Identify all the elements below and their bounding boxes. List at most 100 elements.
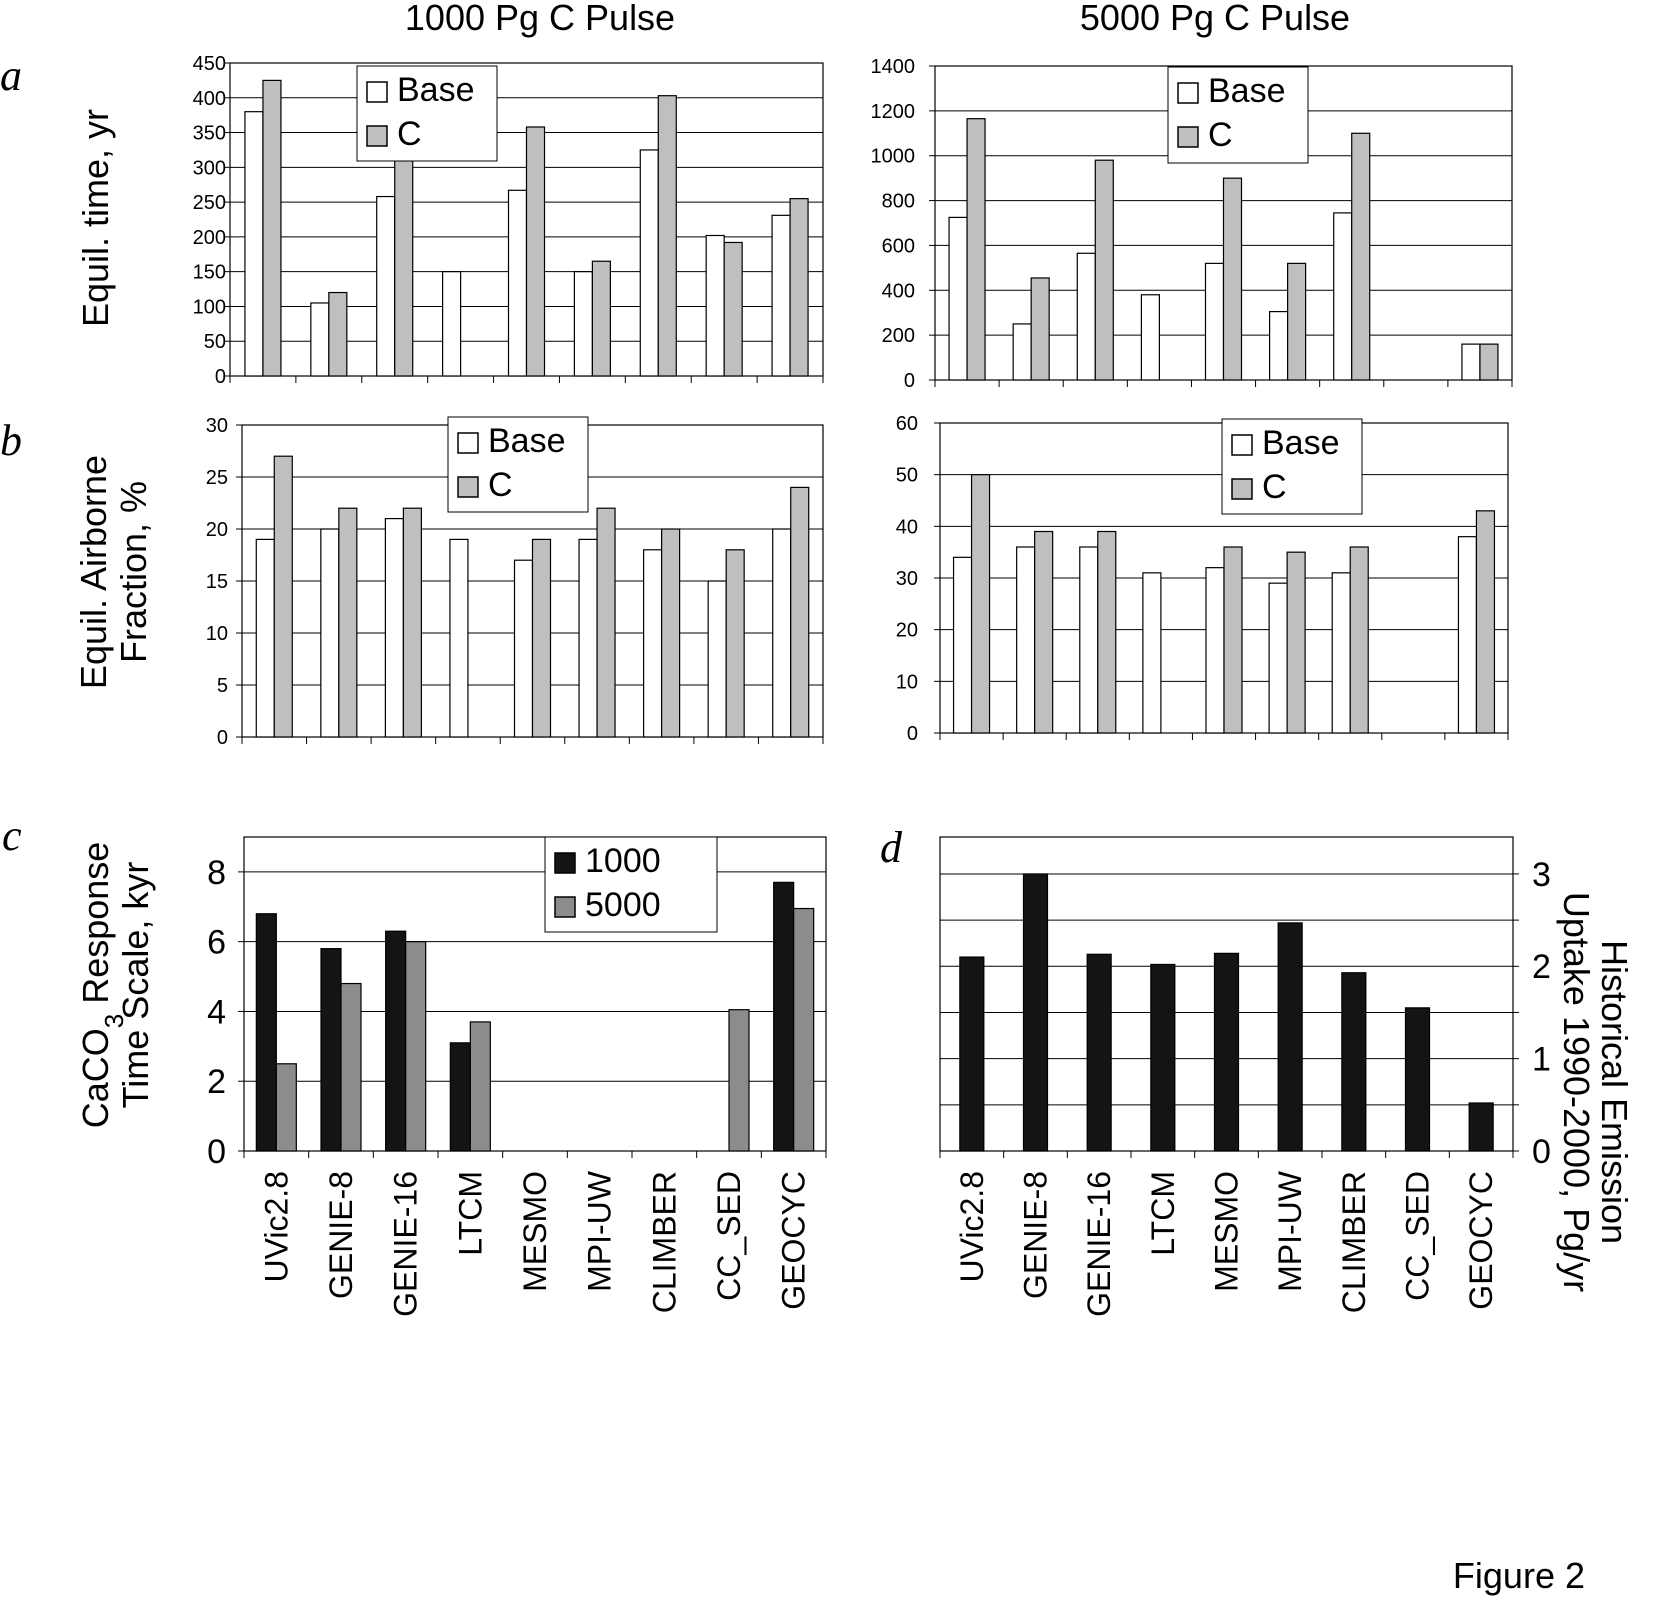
bar-Base-GENIE-16 bbox=[384, 517, 404, 738]
y-tick-label: 15 bbox=[206, 571, 228, 593]
y-tick-label: 20 bbox=[896, 620, 918, 642]
legend-label: Base bbox=[488, 422, 566, 460]
bar-Base-MPI-UW bbox=[1269, 310, 1289, 381]
legend-swatch bbox=[457, 432, 479, 454]
legend-label: C bbox=[397, 115, 422, 153]
y-tick-label: 200 bbox=[193, 227, 226, 249]
y-tick-label: 1 bbox=[1532, 1041, 1551, 1079]
bar-5000-GENIE-16 bbox=[405, 941, 427, 1152]
y-title-b-line1: Equil. Airborne bbox=[73, 455, 114, 689]
legend-label: C bbox=[1262, 468, 1287, 506]
bar-C-GEOCYC bbox=[1479, 343, 1499, 381]
y-tick-label: 0 bbox=[207, 1133, 226, 1171]
legend-label: 1000 bbox=[585, 842, 661, 880]
y-tick-label: 200 bbox=[882, 325, 915, 347]
y-tick-label: 800 bbox=[882, 191, 915, 213]
category-label: MPI-UW bbox=[1272, 1170, 1308, 1292]
bar-C-MESMO bbox=[1222, 177, 1243, 381]
category-label: CLIMBER bbox=[646, 1171, 682, 1313]
bar-Base-UVic2.8 bbox=[244, 111, 264, 377]
bar-Base-MPI-UW bbox=[578, 538, 598, 738]
legend-label: Base bbox=[397, 71, 475, 109]
bar-1000-UVic2.8 bbox=[255, 913, 277, 1152]
bar-Base-LTCM bbox=[1142, 572, 1162, 734]
bar-5000-GENIE-8 bbox=[340, 982, 362, 1152]
chart-a1000: 0 50 100 150 200 250 300 350 400 450 Base C bbox=[193, 53, 824, 388]
y-tick-label: 0 bbox=[904, 370, 915, 392]
bar-C-GEOCYC bbox=[1475, 510, 1496, 734]
y-tick-label: 4 bbox=[207, 993, 226, 1031]
bar-Base-GENIE-8 bbox=[1012, 323, 1032, 381]
bar-value-MESMO bbox=[1213, 952, 1240, 1152]
bar-C-GENIE-8 bbox=[338, 507, 358, 738]
bar-C-GENIE-8 bbox=[1034, 530, 1054, 734]
bar-C-MESMO bbox=[525, 126, 546, 377]
y-tick-label: 300 bbox=[193, 157, 226, 179]
bar-Base-CLIMBER bbox=[1331, 572, 1351, 734]
bar-C-GENIE-16 bbox=[1094, 159, 1114, 381]
bar-Base-GENIE-16 bbox=[376, 195, 396, 377]
bar-1000-GEOCYC bbox=[773, 881, 795, 1152]
category-label: MESMO bbox=[1209, 1171, 1245, 1292]
bar-Base-GENIE-16 bbox=[1079, 546, 1099, 734]
bar-C-MPI-UW bbox=[591, 260, 611, 377]
bar-C-MPI-UW bbox=[1287, 262, 1307, 381]
y-tick-label: 450 bbox=[193, 53, 226, 75]
bar-Base-CLIMBER bbox=[643, 549, 663, 738]
y-tick-label: 20 bbox=[206, 519, 228, 541]
y-title-c-line1: CaCO3 Response bbox=[75, 842, 129, 1129]
category-label: UVic2.8 bbox=[954, 1171, 990, 1282]
bar-value-GENIE-8 bbox=[1022, 873, 1049, 1152]
chart-b5000: 0 10 20 30 40 50 60 Base C bbox=[896, 413, 1509, 745]
y-tick-label: 30 bbox=[896, 568, 918, 590]
bar-Base-GENIE-16 bbox=[1076, 252, 1096, 381]
category-label: GENIE-16 bbox=[388, 1171, 424, 1317]
y-tick-label: 8 bbox=[207, 854, 226, 892]
category-label: MPI-UW bbox=[582, 1170, 618, 1292]
bar-1000-LTCM bbox=[449, 1042, 471, 1152]
bar-Base-LTCM bbox=[442, 271, 462, 377]
bar-Base-CC_SED bbox=[707, 580, 727, 738]
bar-C-MPI-UW bbox=[596, 507, 616, 738]
bar-C-MESMO bbox=[531, 538, 552, 738]
bar-Base-CLIMBER bbox=[1333, 212, 1353, 381]
bar-C-CC_SED bbox=[723, 241, 743, 377]
y-tick-label: 1000 bbox=[871, 146, 916, 168]
category-label: LTCM bbox=[1145, 1171, 1181, 1256]
y-tick-label: 3 bbox=[1532, 856, 1551, 894]
y-tick-label: 1200 bbox=[871, 101, 916, 123]
y-tick-label: 1400 bbox=[871, 56, 916, 78]
legend: Base C bbox=[356, 65, 498, 162]
bar-Base-GEOCYC bbox=[772, 528, 792, 738]
bar-Base-UVic2.8 bbox=[948, 216, 968, 381]
bar-value-CC_SED bbox=[1404, 1007, 1431, 1152]
panel-label-d: d bbox=[880, 823, 903, 872]
bar-value-GENIE-16 bbox=[1086, 953, 1112, 1152]
bar-C-GENIE-8 bbox=[1030, 277, 1050, 381]
y-tick-label: 0 bbox=[217, 727, 228, 749]
column-title-5000: 5000 Pg C Pulse bbox=[1080, 0, 1350, 38]
bar-1000-GENIE-16 bbox=[385, 930, 407, 1152]
bar-Base-GENIE-8 bbox=[1016, 546, 1036, 734]
category-label: CC_SED bbox=[711, 1171, 747, 1301]
bar-Base-CC_SED bbox=[705, 234, 725, 377]
category-label: LTCM bbox=[452, 1171, 488, 1256]
category-label: GENIE-16 bbox=[1081, 1171, 1117, 1317]
bar-Base-LTCM bbox=[1140, 294, 1160, 381]
panel-label-b: b bbox=[0, 416, 22, 465]
category-label: CLIMBER bbox=[1336, 1171, 1372, 1313]
bar-1000-GENIE-8 bbox=[320, 948, 342, 1152]
legend: Base C bbox=[1221, 418, 1363, 515]
y-title-c-line2: Time Scale, kyr bbox=[115, 862, 156, 1109]
bar-value-GEOCYC bbox=[1468, 1102, 1494, 1152]
category-label: CC_SED bbox=[1400, 1171, 1436, 1301]
legend-swatch bbox=[554, 852, 576, 874]
legend-swatch bbox=[366, 81, 388, 103]
category-label: GEOCYC bbox=[776, 1171, 812, 1310]
category-label: GENIE-8 bbox=[323, 1171, 359, 1299]
y-title-b-line2: Fraction, % bbox=[113, 481, 154, 663]
bar-C-GENIE-16 bbox=[394, 152, 414, 377]
panel-label-a: a bbox=[0, 51, 22, 100]
bar-Base-GEOCYC bbox=[771, 214, 791, 377]
